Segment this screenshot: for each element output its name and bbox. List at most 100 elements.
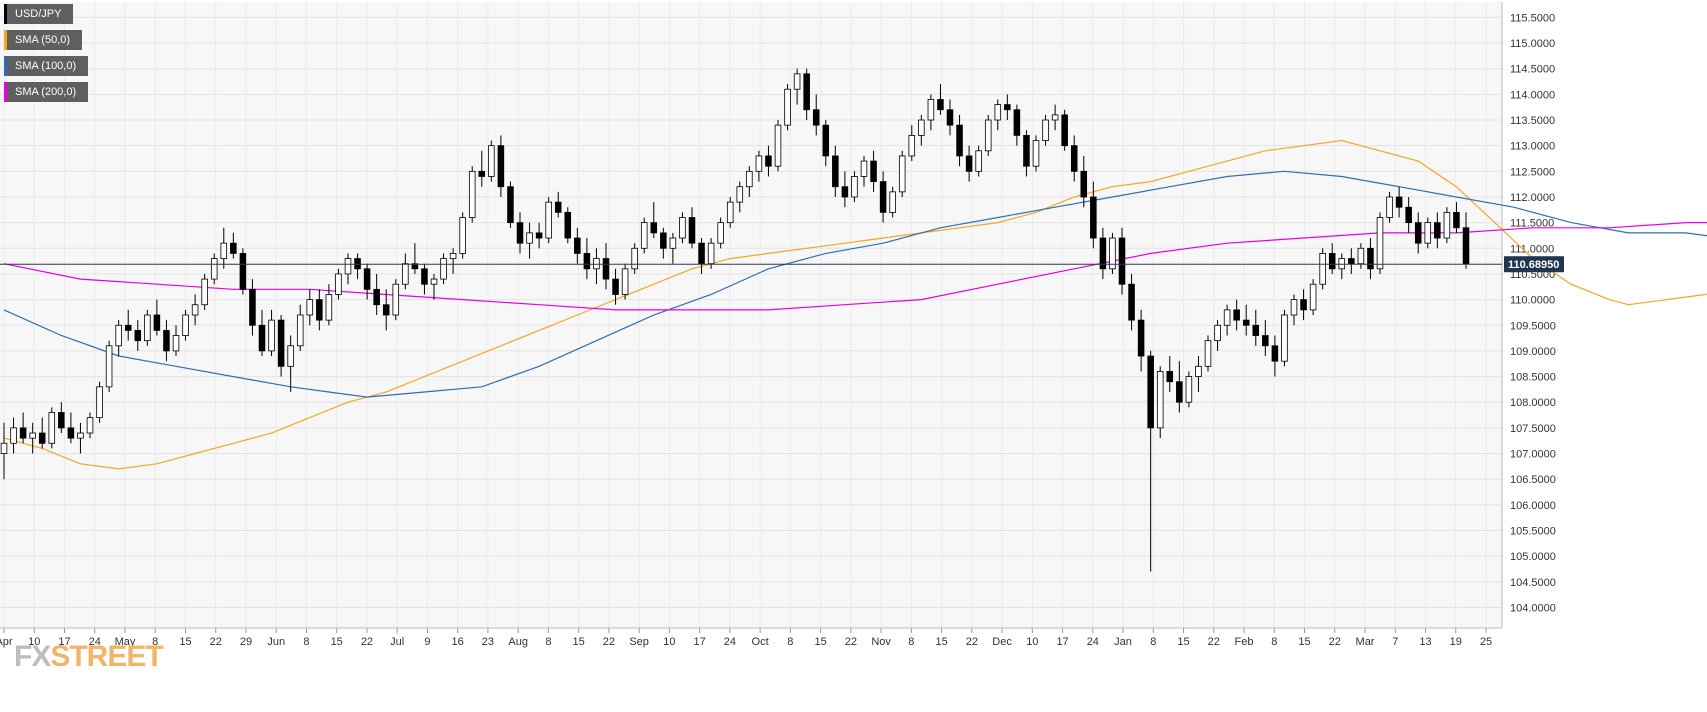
candle-body — [1070, 145, 1078, 172]
candle-body — [1424, 222, 1432, 244]
candle-body — [1137, 319, 1145, 357]
y-tick-label: 108.0000 — [1510, 397, 1556, 409]
candle-body — [19, 427, 27, 439]
candle-body — [249, 288, 256, 326]
x-tick-label: 15 — [331, 636, 343, 648]
candle-body — [908, 135, 916, 157]
candle-body — [201, 278, 208, 306]
candle-body — [1357, 247, 1365, 265]
x-tick-label: 7 — [1392, 636, 1398, 648]
candle-body — [602, 258, 610, 280]
legend-item-sma-100[interactable]: SMA (100,0) — [4, 56, 89, 76]
x-tick-label: 15 — [814, 636, 826, 648]
candle-body — [430, 278, 438, 285]
legend-item-usdjpy[interactable]: USD/JPY — [4, 4, 74, 24]
legend-label-sma-50: SMA (50,0) — [15, 34, 71, 46]
candle-body — [421, 268, 428, 285]
candle-body — [726, 201, 734, 224]
candle-body — [96, 386, 103, 419]
y-tick-label: 107.5000 — [1510, 423, 1556, 435]
candle-body — [1051, 114, 1059, 121]
candle-body — [564, 211, 572, 239]
candle-body — [1185, 376, 1193, 403]
y-tick-label: 110.0000 — [1510, 295, 1555, 307]
x-tick-label: 15 — [573, 636, 585, 648]
candle-body — [1395, 196, 1403, 208]
legend-item-sma-50[interactable]: SMA (50,0) — [4, 30, 83, 50]
candle-body — [296, 314, 304, 347]
legend: USD/JPY SMA (50,0) SMA (100,0) SMA (200,… — [4, 4, 89, 108]
candle-body — [736, 186, 744, 203]
candle-body — [1319, 253, 1326, 285]
legend-swatch-sma-100 — [4, 56, 7, 76]
candle-body — [1195, 365, 1202, 377]
candle-body — [975, 150, 982, 172]
candle-body — [411, 263, 419, 270]
candle-body — [258, 324, 266, 352]
x-tick-label: 8 — [1150, 636, 1156, 648]
x-tick-label: 22 — [210, 636, 222, 648]
candle-body — [1109, 237, 1116, 270]
x-tick-label: 8 — [303, 636, 309, 648]
x-tick-label: 17 — [58, 636, 70, 648]
candle-body — [363, 268, 371, 290]
x-tick-label: Sep — [629, 636, 649, 648]
last-price-badge — [1504, 256, 1564, 273]
x-tick-label: 8 — [152, 636, 158, 648]
plot-area — [0, 2, 1502, 628]
candle-body — [144, 314, 151, 342]
y-tick-label: 104.0000 — [1510, 602, 1556, 614]
candle-body — [918, 119, 925, 136]
candle-body — [994, 104, 1002, 121]
x-tick-label: 19 — [1450, 636, 1462, 648]
candle-body — [937, 99, 944, 111]
candle-body — [774, 124, 782, 167]
x-tick-label: Mar — [1356, 636, 1375, 648]
x-tick-label: 8 — [908, 636, 914, 648]
candle-body — [1233, 309, 1240, 321]
x-tick-label: 17 — [1056, 636, 1068, 648]
candle-body — [631, 247, 638, 270]
candle-body — [392, 283, 400, 316]
fxstreet-logo: FXSTREET — [14, 640, 164, 673]
candle-body — [449, 253, 457, 259]
x-tick-label: 22 — [845, 636, 857, 648]
candle-body — [67, 427, 75, 439]
x-tick-label: 8 — [545, 636, 551, 648]
x-tick-label: 22 — [966, 636, 978, 648]
x-tick-label: 24 — [89, 636, 101, 648]
x-tick-label: 22 — [361, 636, 373, 648]
candle-body — [755, 155, 763, 172]
candle-body — [1080, 170, 1088, 198]
candle-body — [77, 432, 84, 439]
x-tick-label: 15 — [1177, 636, 1189, 648]
x-tick-label: 17 — [694, 636, 706, 648]
candle-body — [210, 258, 218, 280]
candle-body — [220, 242, 228, 259]
candle-body — [1204, 340, 1212, 367]
y-tick-label: 111.0000 — [1510, 243, 1554, 255]
candle-body — [746, 170, 753, 188]
candle-body — [1242, 319, 1250, 326]
candle-body — [889, 191, 896, 213]
candle-body — [29, 432, 36, 439]
x-tick-label: 16 — [452, 636, 464, 648]
x-tick-label: 25 — [1480, 636, 1492, 648]
candle-body — [698, 242, 705, 265]
candle-body — [105, 345, 113, 388]
x-tick-label: 10 — [1026, 636, 1038, 648]
candle-body — [1281, 314, 1288, 362]
candle-body — [650, 222, 658, 234]
candle-body — [1328, 253, 1336, 270]
legend-item-sma-200[interactable]: SMA (200,0) — [4, 82, 89, 102]
x-tick-label: 23 — [482, 636, 494, 648]
x-tick-label: 8 — [1271, 636, 1277, 648]
x-tick-label: Oct — [752, 636, 769, 648]
candle-body — [1290, 299, 1298, 316]
candle-body — [879, 181, 887, 213]
candle-body — [946, 109, 954, 126]
x-tick-label: Jun — [267, 636, 285, 648]
candle-body — [1176, 381, 1183, 403]
candle-body — [765, 155, 772, 167]
candle-body — [459, 217, 466, 254]
